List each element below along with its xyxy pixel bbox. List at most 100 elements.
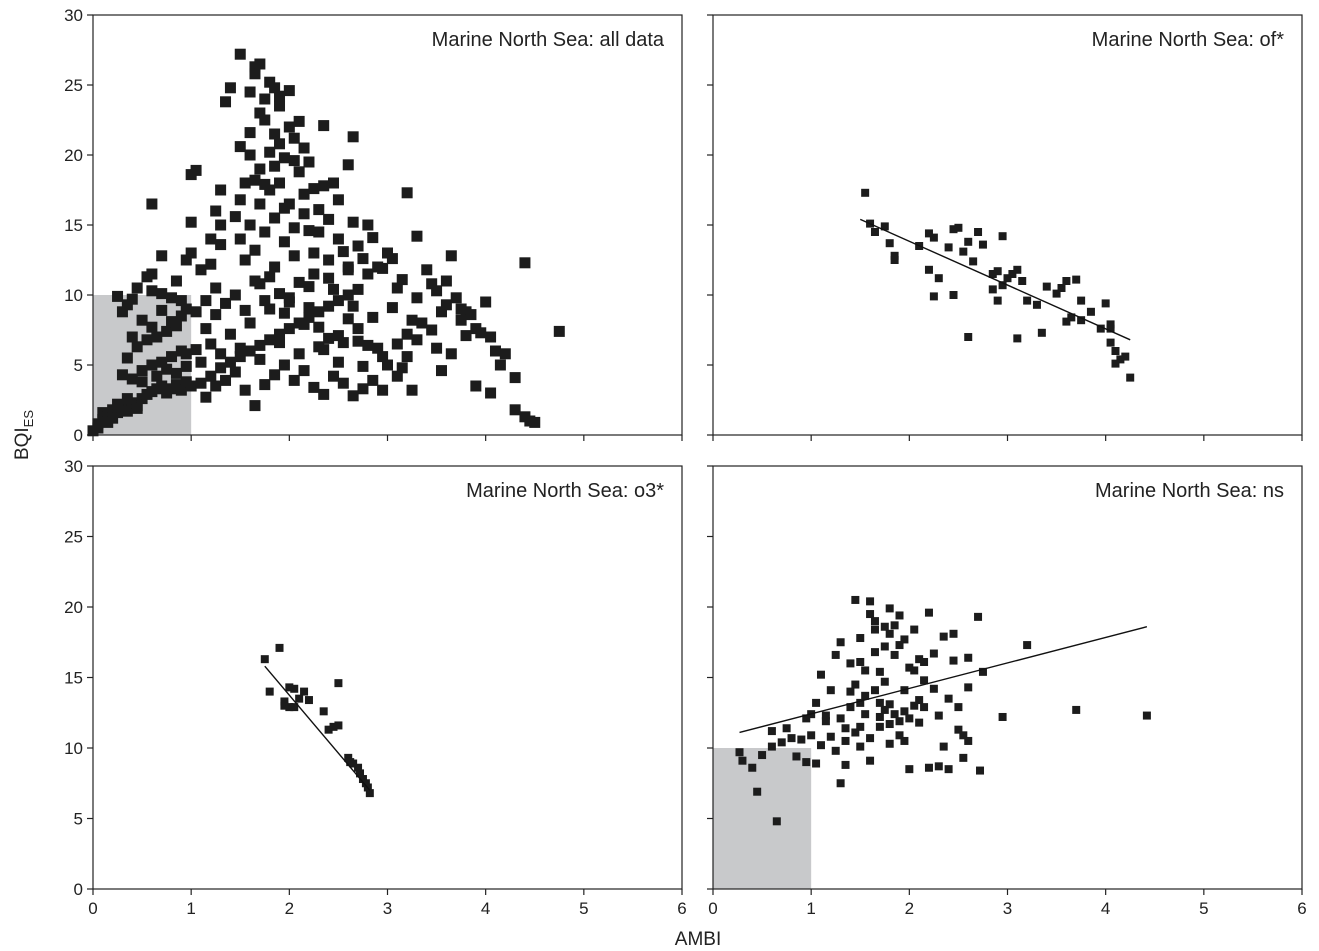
data-point [126,331,138,343]
data-point [1142,711,1151,720]
data-point [264,271,276,283]
data-point [288,374,300,386]
data-point [244,345,256,357]
data-point [440,275,452,287]
data-point [337,246,349,258]
data-point [949,225,958,234]
data-point [269,261,281,273]
data-point [1067,313,1076,322]
data-point [156,250,168,262]
data-point [344,753,353,762]
data-point [190,164,202,176]
data-point [978,240,987,249]
data-point [278,202,290,214]
data-point [738,756,747,765]
data-point [141,334,153,346]
data-point [318,180,330,192]
data-point [382,359,393,371]
data-point [290,684,299,693]
data-point [205,370,217,382]
data-point [146,268,158,280]
data-point [988,285,997,294]
data-point [954,725,963,734]
data-point [880,642,889,651]
data-point [905,765,914,774]
data-point [298,142,310,154]
y-tick-label: 30 [64,457,83,476]
data-point [426,278,438,290]
data-point [298,188,310,200]
data-point [807,731,816,740]
data-point [494,359,506,371]
x-tick-label: 3 [1003,899,1012,918]
data-point [136,314,148,326]
data-point [1077,296,1086,305]
x-tick-label: 4 [1101,899,1110,918]
data-point [831,650,840,659]
data-point [475,327,487,339]
data-point [509,372,521,384]
data-point [821,711,830,720]
data-point [924,265,933,274]
data-point [812,759,821,768]
data-point [920,657,929,666]
data-point [450,292,462,304]
data-point [285,703,294,712]
data-point [949,291,958,299]
data-point [915,696,924,705]
data-point [944,694,953,703]
data-point [220,297,232,309]
data-point [411,334,423,346]
data-point [358,775,367,784]
data-point [205,338,217,350]
data-point [890,621,899,630]
data-point [254,198,266,210]
data-point [136,376,148,388]
data-point [885,629,894,638]
data-point [964,237,973,246]
data-point [185,216,197,228]
data-point [274,337,286,349]
data-point [485,331,497,343]
data-point [875,712,884,721]
data-point [401,328,413,340]
data-point [166,292,178,304]
data-point [856,698,865,707]
data-point [283,323,295,335]
data-point [347,390,359,402]
data-point [929,292,938,301]
data-point [782,724,791,733]
data-point [362,268,374,280]
data-point [910,701,919,710]
data-point [391,338,403,350]
data-point [753,787,762,796]
data-point [440,299,452,311]
data-point [210,205,222,217]
data-point [298,318,310,330]
data-point [229,211,241,223]
data-point [283,296,295,308]
data-point [205,233,217,245]
data-point [939,632,948,641]
data-point [758,751,767,760]
data-point [1126,373,1135,382]
data-point [254,278,266,290]
data-point [112,407,124,419]
data-point [836,714,845,723]
data-point [347,300,359,312]
data-point [831,746,840,755]
y-tick-label: 15 [64,216,83,235]
data-point [319,707,328,716]
data-point [200,295,212,307]
data-point [264,303,276,315]
data-point [190,344,202,356]
data-point [185,380,197,392]
data-point [285,683,294,692]
x-tick-label: 3 [383,899,392,918]
data-point [777,738,786,747]
data-point [170,367,182,379]
data-point [396,362,408,374]
data-point [249,174,261,186]
data-point [529,416,541,428]
